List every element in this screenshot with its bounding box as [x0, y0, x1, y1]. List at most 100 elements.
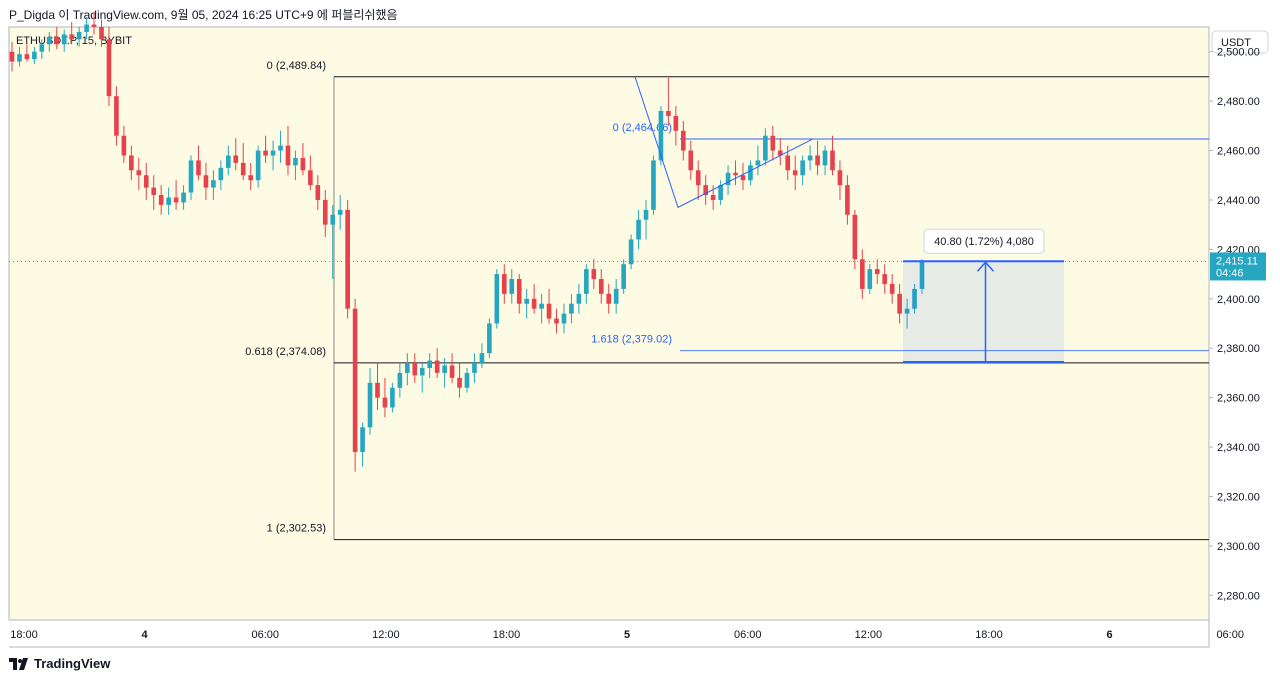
- candle-body: [9, 51, 15, 62]
- candle-body: [405, 363, 410, 373]
- candle-body: [531, 298, 537, 309]
- candle-body: [181, 192, 186, 203]
- candle-body: [501, 274, 507, 294]
- x-tick-label: 06:00: [1216, 629, 1244, 641]
- candle-body: [412, 363, 418, 376]
- y-tick-label: 2,400.00: [1217, 294, 1260, 306]
- x-tick-label: 18:00: [975, 629, 1003, 641]
- candle-body: [904, 308, 910, 314]
- candle-body: [561, 313, 567, 324]
- candle-body: [673, 115, 679, 131]
- candle-body: [807, 155, 813, 161]
- fib-level-label: 1 (2,302.53): [267, 523, 326, 535]
- candle-body: [84, 24, 89, 32]
- trend-line: [634, 76, 813, 209]
- candle-body: [598, 279, 604, 294]
- candle-body: [114, 96, 119, 136]
- candle-body: [643, 209, 649, 220]
- candle-body: [367, 382, 373, 428]
- candle-body: [487, 323, 492, 354]
- currency-button-box[interactable]: [1211, 30, 1269, 54]
- candle-body: [763, 135, 768, 161]
- candle-body: [46, 36, 52, 45]
- candle-body: [375, 382, 380, 398]
- candle-body: [166, 197, 171, 205]
- candle-body: [248, 175, 254, 181]
- publish-header: P_Digda 이 TradingView.com, 9월 05, 2024 1…: [9, 8, 398, 22]
- candle-body: [845, 185, 850, 215]
- candle-body: [233, 155, 239, 163]
- y-tick-label: 2,280.00: [1217, 590, 1260, 602]
- candle-body: [785, 155, 791, 171]
- candle-body: [337, 209, 343, 215]
- candle-body: [882, 274, 888, 284]
- candle-body: [285, 145, 291, 166]
- candle-body: [203, 175, 209, 188]
- candle-body: [710, 195, 716, 200]
- measure-arrow-head: [976, 261, 995, 272]
- y-tick-label: 2,340.00: [1217, 442, 1260, 454]
- y-tick-label: 2,320.00: [1217, 491, 1260, 503]
- symbol-label: ETHUSDT.P, 15, BYBIT: [16, 35, 132, 47]
- candle-body: [509, 279, 515, 294]
- y-tick-label: 2,300.00: [1217, 541, 1260, 553]
- candle-body: [464, 372, 470, 388]
- candle-body: [99, 27, 104, 40]
- candle-body: [69, 34, 74, 40]
- candle-body: [24, 54, 30, 60]
- candle-body: [777, 150, 783, 156]
- candle-body: [897, 293, 902, 314]
- candle-body: [815, 155, 820, 166]
- footer-brand: TradingView: [34, 656, 111, 671]
- candle-body: [315, 185, 321, 200]
- candle-body: [397, 372, 403, 388]
- candle-body: [457, 377, 462, 388]
- ext-level-label: 1.618 (2,379.02): [591, 334, 672, 346]
- x-tick-label: 6: [1107, 629, 1113, 641]
- ext-level-label: 0 (2,464.66): [613, 122, 672, 134]
- candle-body: [695, 170, 701, 186]
- candle-body: [434, 360, 440, 373]
- candle-body: [688, 150, 694, 171]
- candle-body: [830, 150, 835, 171]
- y-tick-label: 2,480.00: [1217, 96, 1260, 108]
- candle-body: [300, 157, 306, 171]
- candle-body: [576, 293, 582, 304]
- candle-body: [240, 162, 246, 176]
- tradingview-footer[interactable]: TradingView: [9, 656, 110, 671]
- candle-body: [494, 274, 500, 324]
- candle-body: [442, 365, 447, 373]
- candle-body: [516, 279, 522, 304]
- candle-body: [211, 180, 216, 188]
- candle-body: [382, 397, 388, 408]
- candle-body: [263, 150, 268, 156]
- x-tick-label: 06:00: [251, 629, 279, 641]
- candle-body: [188, 160, 194, 193]
- candle-body: [666, 111, 671, 116]
- candle-body: [151, 187, 157, 196]
- candle-body: [61, 34, 67, 45]
- bar-countdown: 04:46: [1216, 267, 1244, 279]
- candle-body: [91, 24, 97, 27]
- candle-body: [32, 51, 37, 60]
- candle-body: [613, 288, 619, 304]
- currency-button[interactable]: USDT: [1221, 37, 1251, 49]
- candle-body: [822, 150, 828, 166]
- y-tick-label: 2,440.00: [1217, 195, 1260, 207]
- candle-body: [76, 31, 82, 40]
- candle-body: [322, 199, 328, 225]
- candle-body: [919, 261, 925, 289]
- candle-body: [912, 288, 917, 309]
- candle-body: [889, 283, 895, 294]
- candle-body: [792, 170, 798, 176]
- candle-body: [129, 155, 134, 171]
- x-tick-label: 06:00: [734, 629, 762, 641]
- candle-body: [218, 167, 224, 181]
- measure-box: [903, 261, 1064, 363]
- x-tick-label: 4: [142, 629, 149, 641]
- candle-body: [740, 175, 746, 181]
- candle-body: [628, 239, 634, 265]
- candle-body: [584, 269, 589, 294]
